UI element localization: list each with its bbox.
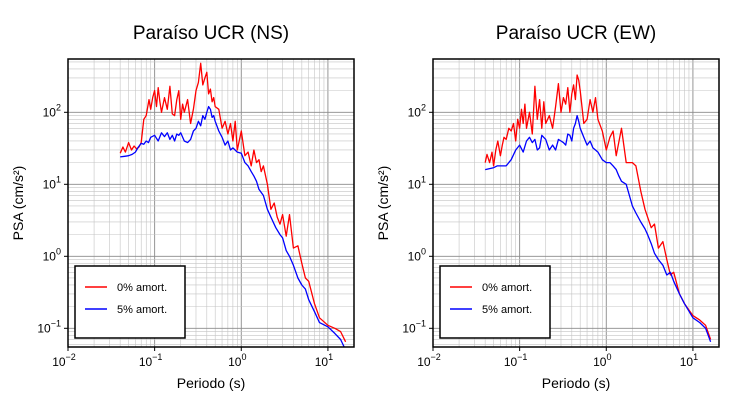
x-axis: 10−2 10−1 100 101 Periodo (s) xyxy=(52,347,333,391)
y-tick-label: 102 xyxy=(408,102,426,119)
y-tick-label: 101 xyxy=(43,174,61,191)
y-axis-label: PSA (cm/s²) xyxy=(375,166,391,241)
series-line-0pct-damping xyxy=(484,74,712,340)
x-tick-label: 10−1 xyxy=(139,352,163,369)
legend-entry: 0% amort. xyxy=(117,282,167,294)
x-tick-label: 100 xyxy=(593,352,611,369)
x-axis: 10−2 10−1 100 101 Periodo (s) xyxy=(417,347,698,391)
series-line-5pct-damping xyxy=(120,105,345,347)
legend-box xyxy=(439,265,551,339)
y-tick-label: 10−1 xyxy=(402,318,426,335)
y-axis: 10−1 100 101 102 PSA (cm/s²) xyxy=(375,102,433,335)
chart-title: Paraíso UCR (NS) xyxy=(133,23,289,44)
y-tick-label: 100 xyxy=(408,246,426,263)
series-group xyxy=(119,62,347,347)
x-axis-label: Periodo (s) xyxy=(542,375,610,391)
x-axis-label: Periodo (s) xyxy=(177,375,245,391)
series-group xyxy=(484,74,712,343)
x-tick-label: 101 xyxy=(315,352,333,369)
legend-box xyxy=(74,265,186,339)
y-axis: 10−1 100 101 102 PSA (cm/s²) xyxy=(10,102,68,335)
legend-entry: 0% amort. xyxy=(482,282,532,294)
chart-panel-2: Paraíso UCR (EW) 10−2 10−1 100 101 Periodo (s… xyxy=(375,23,720,391)
grid xyxy=(433,59,719,347)
x-tick-label: 10−2 xyxy=(52,352,76,369)
legend-entry: 5% amort. xyxy=(482,304,532,316)
y-tick-label: 10−1 xyxy=(37,318,61,335)
chart-title: Paraíso UCR (EW) xyxy=(496,23,656,44)
x-tick-label: 10−1 xyxy=(504,352,528,369)
x-tick-label: 100 xyxy=(228,352,246,369)
x-tick-label: 10−2 xyxy=(417,352,441,369)
y-tick-label: 100 xyxy=(43,246,61,263)
y-tick-label: 102 xyxy=(43,102,61,119)
x-tick-label: 101 xyxy=(680,352,698,369)
series-line-0pct-damping xyxy=(119,62,347,343)
chart-panel-1: Paraíso UCR (NS) 10−2 10−1 100 101 Periodo (s… xyxy=(10,23,355,391)
series-line-5pct-damping xyxy=(485,114,712,343)
legend: 0% amort. 5% amort. xyxy=(439,265,551,339)
plot-frame xyxy=(67,58,355,348)
y-tick-label: 101 xyxy=(408,174,426,191)
plot-frame xyxy=(432,58,720,348)
legend: 0% amort. 5% amort. xyxy=(74,265,186,339)
y-axis-label: PSA (cm/s²) xyxy=(10,166,26,241)
legend-entry: 5% amort. xyxy=(117,304,167,316)
